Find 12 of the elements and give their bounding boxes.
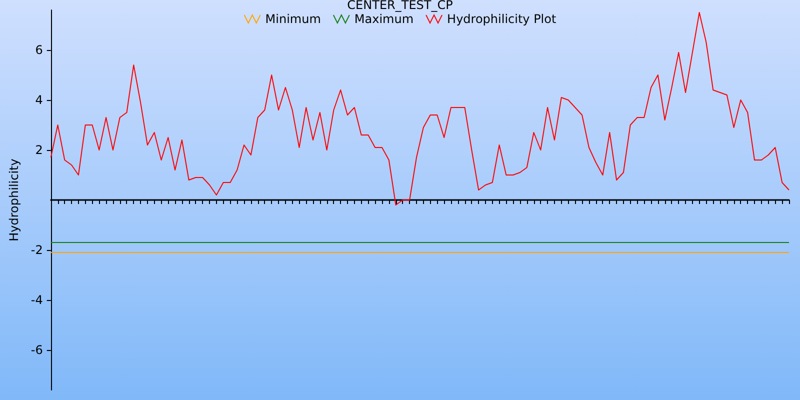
y-tick-label: -2 bbox=[30, 243, 43, 257]
y-tick-label: -4 bbox=[30, 293, 43, 307]
y-tick-label: 6 bbox=[35, 43, 43, 57]
y-axis-title: Hydrophilicity bbox=[7, 158, 21, 242]
chart-title: CENTER_TEST_CP bbox=[347, 0, 453, 12]
legend-label: Minimum bbox=[265, 12, 321, 26]
legend-label: Hydrophilicity Plot bbox=[447, 12, 556, 26]
y-tick-label: 4 bbox=[35, 93, 43, 107]
y-tick-label: -6 bbox=[30, 343, 43, 357]
line-series bbox=[50, 12, 790, 206]
legend-label: Maximum bbox=[354, 12, 414, 26]
y-tick-label: 2 bbox=[35, 143, 43, 157]
